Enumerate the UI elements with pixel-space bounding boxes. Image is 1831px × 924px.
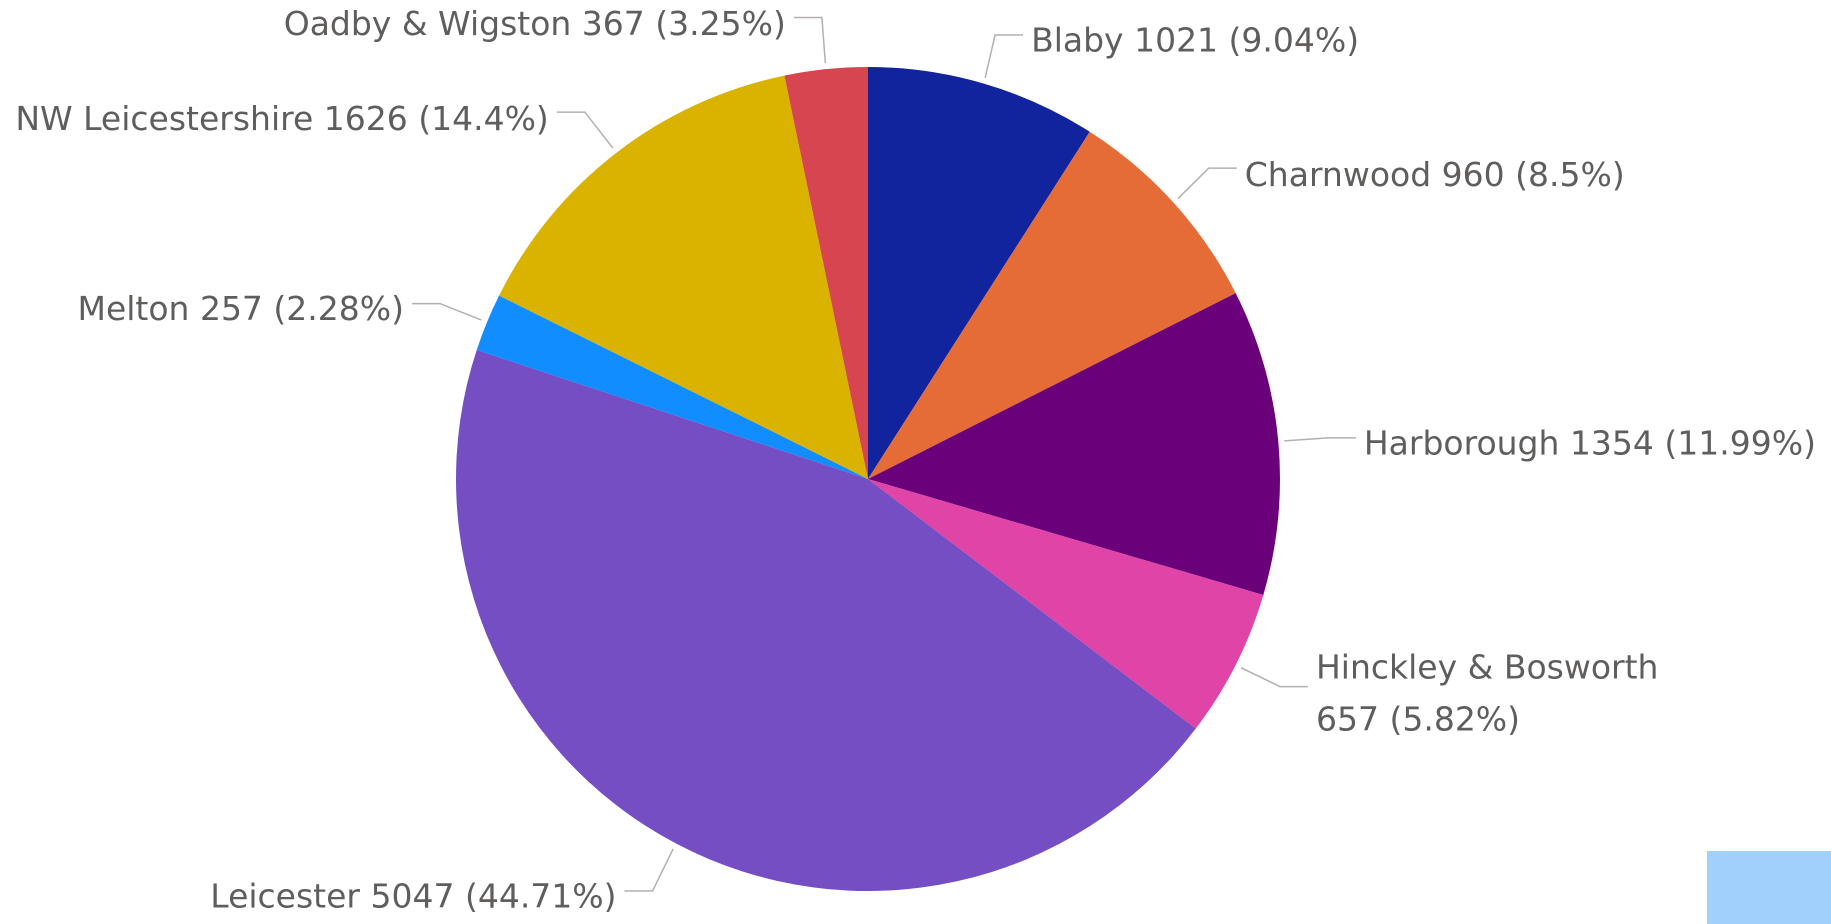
- panel-corner: [1707, 851, 1831, 924]
- leader-line: [412, 302, 482, 321]
- leader-line: [1240, 666, 1308, 688]
- leader-line: [1177, 167, 1237, 200]
- leader-line: [624, 848, 674, 892]
- pie-slice: [456, 349, 1196, 891]
- leader-line: [984, 34, 1024, 78]
- data-label: Charnwood 960 (8.5%): [1245, 155, 1625, 194]
- pie-slice: [868, 67, 1090, 479]
- data-label: Blaby 1021 (9.04%): [1031, 21, 1359, 60]
- data-label: Leicester 5047 (44.71%): [210, 876, 616, 915]
- data-label: Hinckley & Bosworth: [1316, 648, 1659, 687]
- data-label: Harborough 1354 (11.99%): [1364, 423, 1816, 462]
- pie-slice: [868, 131, 1236, 480]
- leader-line: [1284, 437, 1356, 442]
- leader-line: [556, 111, 614, 149]
- leader-line: [793, 16, 827, 64]
- pie-slice: [868, 479, 1264, 729]
- pie-slice: [784, 67, 868, 479]
- data-label: 657 (5.82%): [1316, 700, 1520, 739]
- pie-slice: [868, 293, 1281, 595]
- data-label: NW Leicestershire 1626 (14.4%): [15, 99, 549, 138]
- pie-slice: [476, 295, 868, 479]
- pie-slice: [499, 75, 868, 480]
- data-label: Oadby & Wigston 367 (3.25%): [284, 4, 786, 43]
- data-label: Melton 257 (2.28%): [77, 289, 404, 328]
